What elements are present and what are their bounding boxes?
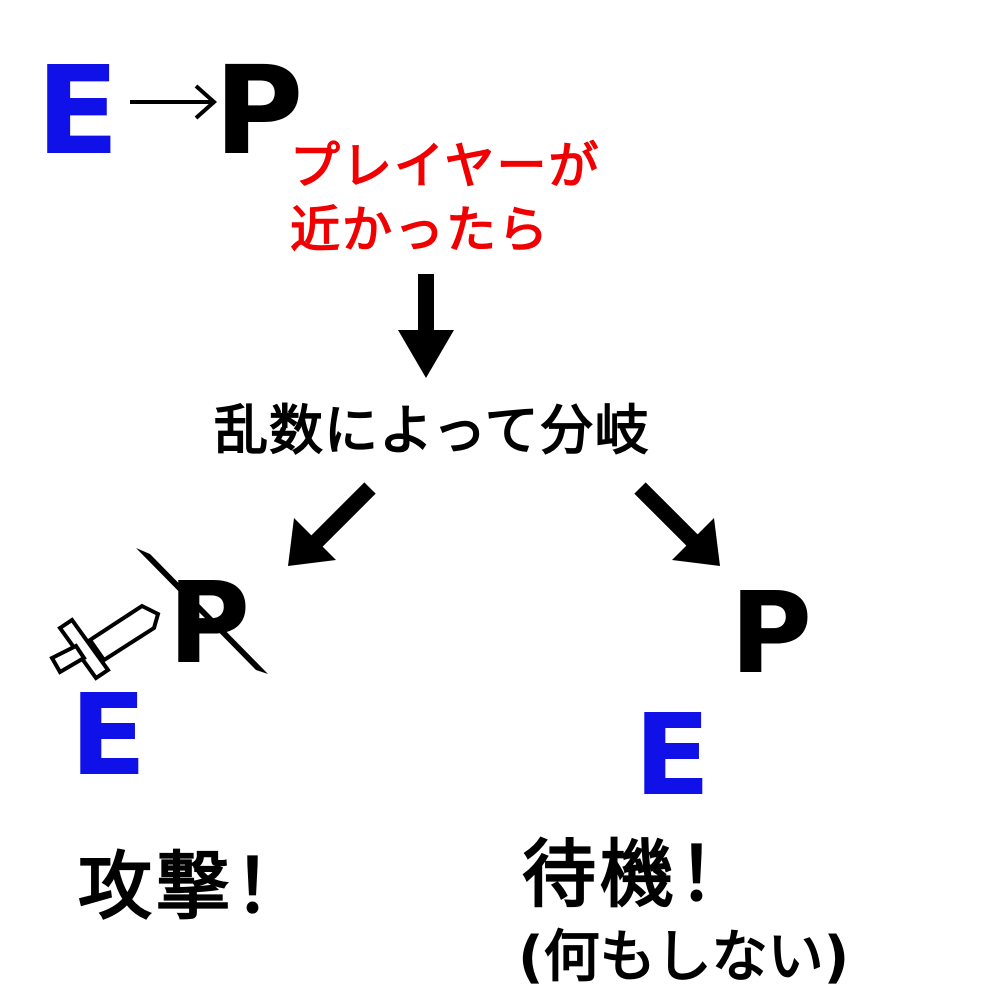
player-letter-left: P: [168, 568, 250, 680]
branch-label: 乱数によって分岐: [214, 404, 650, 458]
enemy-letter-right: E: [634, 700, 711, 812]
wait-result-note: (何もしない): [518, 930, 849, 986]
player-letter-right: P: [730, 578, 812, 690]
down-left-arrow-icon: [284, 478, 380, 574]
enemy-letter-top: E: [36, 50, 119, 172]
down-arrow-icon: [396, 274, 456, 382]
enemy-letter-left: E: [70, 680, 147, 792]
condition-line-1: プレイヤーが: [290, 136, 601, 196]
wait-result: 待機！: [522, 838, 756, 912]
condition-line-2: 近かったら: [290, 200, 550, 260]
down-right-arrow-icon: [630, 478, 726, 574]
right-arrow-icon: [128, 82, 220, 122]
attack-result: 攻撃！: [78, 850, 312, 924]
